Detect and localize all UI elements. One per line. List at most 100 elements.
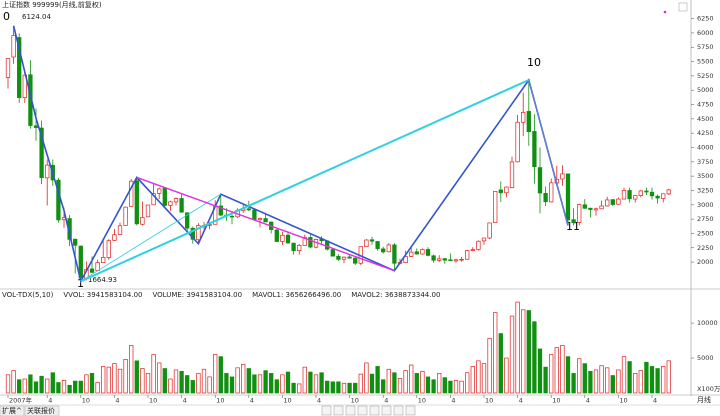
candle-body xyxy=(509,161,515,188)
tool-button[interactable] xyxy=(369,405,380,416)
candle-body xyxy=(117,225,123,235)
candle-body xyxy=(420,249,425,255)
candle-body xyxy=(431,255,436,261)
candle-body xyxy=(196,225,201,241)
candle-body xyxy=(341,256,347,260)
candle-body xyxy=(157,188,162,194)
volume-bar xyxy=(101,366,106,394)
vol-legend-item: MAVOL1: 3656266496.00 xyxy=(252,291,341,299)
volume-bar xyxy=(185,375,190,394)
candle-body xyxy=(588,207,593,210)
tool-button[interactable] xyxy=(405,405,416,416)
volume-bar xyxy=(218,356,223,394)
volume-bar xyxy=(67,384,72,394)
toolbar xyxy=(321,405,416,416)
y-tick-label: 6000 xyxy=(697,29,714,37)
tool-button[interactable] xyxy=(393,405,404,416)
candle-body xyxy=(448,259,453,261)
candle-body xyxy=(644,190,649,193)
vol-legend-item: VVOL: 3941583104.00 xyxy=(63,291,142,299)
candle-body xyxy=(565,173,571,221)
vol-tick-label: 10000 xyxy=(697,319,718,327)
volume-bar xyxy=(179,370,184,394)
volume-bar xyxy=(112,363,117,394)
volume-bar xyxy=(633,373,638,394)
y-tick-label: 6250 xyxy=(697,15,714,23)
candle-body xyxy=(616,198,621,205)
tool-button[interactable] xyxy=(321,405,332,416)
candle-body xyxy=(364,239,369,247)
control-icon[interactable] xyxy=(678,2,688,12)
volume-bar xyxy=(336,381,341,394)
volume-bar xyxy=(649,366,655,394)
chart-title: 上证指数 999999(月线,前复权) xyxy=(2,0,102,9)
tab-label[interactable]: 扩展^ xyxy=(2,406,22,415)
x-tick-label: 10 xyxy=(552,397,560,405)
candle-body xyxy=(571,219,576,224)
x-tick-label: 2007年 xyxy=(9,396,33,405)
volume-bar xyxy=(117,368,123,394)
candle-body xyxy=(549,182,554,203)
marker-dot xyxy=(663,10,667,14)
volume-bar xyxy=(644,361,649,394)
volume-bar xyxy=(666,360,671,394)
candle-body xyxy=(185,212,190,229)
volume-bar xyxy=(190,380,195,394)
vol-legend-item: VOLUME: 3941583104.00 xyxy=(152,291,242,299)
volume-bar xyxy=(308,371,313,394)
volume-bar xyxy=(504,357,509,394)
volume-bar xyxy=(459,380,464,394)
volume-bar xyxy=(28,374,33,394)
volume-bar xyxy=(655,368,660,394)
candle-body xyxy=(101,257,106,264)
volume-bar xyxy=(325,380,330,394)
volume-bar xyxy=(375,366,380,394)
candle-body xyxy=(459,258,464,261)
candle-body xyxy=(465,250,470,260)
tab-label[interactable]: 关联报价 xyxy=(27,406,55,415)
x-tick-label: 10 xyxy=(418,397,426,405)
y-tick-label: 2500 xyxy=(697,229,714,237)
volume-bar xyxy=(196,373,201,394)
x-tick-label: 10 xyxy=(351,397,359,405)
volume-bar xyxy=(330,381,335,394)
tab[interactable] xyxy=(24,405,60,416)
y-tick-label: 3750 xyxy=(697,158,714,166)
candle-body xyxy=(493,191,498,223)
candle-body xyxy=(291,242,296,252)
candle-body xyxy=(515,121,520,163)
tool-button[interactable] xyxy=(357,405,368,416)
volume-bar xyxy=(661,366,666,394)
volume-bar xyxy=(616,369,621,394)
candle-body xyxy=(577,204,582,223)
price-label: 1664.93 xyxy=(88,276,117,284)
volume-bar xyxy=(487,338,492,394)
volume-bar xyxy=(560,345,565,394)
y-tick-label: 4500 xyxy=(697,115,714,123)
volume-bar xyxy=(33,381,39,394)
tool-button[interactable] xyxy=(345,405,356,416)
candle-body xyxy=(73,238,78,246)
volume-bar xyxy=(554,347,559,394)
candle-body xyxy=(414,251,419,255)
tool-button[interactable] xyxy=(381,405,392,416)
tab[interactable] xyxy=(0,405,25,416)
volume-bar xyxy=(252,374,257,394)
candle-body xyxy=(297,245,302,251)
candle-body xyxy=(123,206,128,226)
volume-bar xyxy=(207,376,212,394)
y-tick-label: 2000 xyxy=(697,258,714,266)
volume-bar xyxy=(129,345,134,394)
trend-line xyxy=(136,176,395,272)
candle-body xyxy=(582,204,587,209)
candle-body xyxy=(5,58,11,78)
y-tick-label: 2750 xyxy=(697,215,714,223)
vol-legend-item: MAVOL2: 3638873344.00 xyxy=(351,291,440,299)
volume-bar xyxy=(532,321,537,394)
candle-body xyxy=(560,173,565,180)
trend-line xyxy=(80,193,222,282)
x-tick-label: 10 xyxy=(216,397,224,405)
volume-bar xyxy=(5,374,11,394)
tool-button[interactable] xyxy=(333,405,344,416)
volume-bar xyxy=(526,310,531,394)
